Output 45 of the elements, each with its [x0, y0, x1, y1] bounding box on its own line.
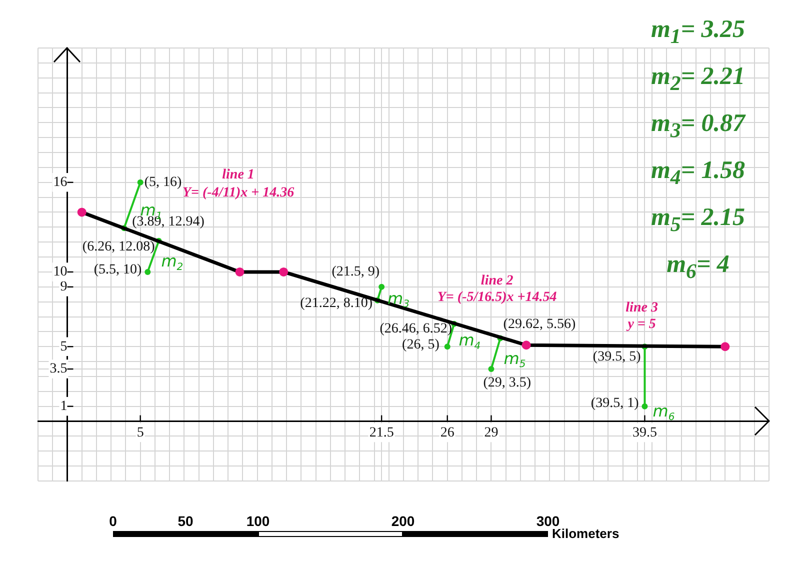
x-tick-label: 39.5: [632, 425, 657, 440]
point: [720, 342, 730, 352]
annotation: (5, 16): [144, 175, 182, 190]
annotation: (5.5, 10): [94, 262, 142, 278]
y-tick-label: 9: [60, 280, 68, 295]
annotation: Y= (-5/16.5)x +14.54: [437, 290, 557, 305]
point: [488, 366, 494, 372]
point: [444, 344, 450, 350]
annotation: (29, 3.5): [483, 376, 532, 391]
annotation: m$_{6}$= 4: [666, 251, 730, 285]
x-tick-label: 5: [136, 425, 144, 440]
x-tick-label: 21.5: [369, 425, 394, 440]
point: [279, 267, 288, 276]
point: [137, 179, 144, 186]
point: [642, 403, 648, 410]
annotation: (39.5, 1): [590, 396, 640, 412]
annotation: (26.46, 6.52): [380, 322, 452, 337]
x-tick-label: 26: [440, 425, 454, 440]
y-tick-label: 1: [60, 399, 68, 414]
point: [77, 208, 86, 217]
annotation: m$_{4}$= 1.58: [650, 157, 746, 191]
annotation: Y= (-4/11)x + 14.36: [182, 185, 294, 200]
annotation: (6.26, 12.08): [82, 240, 156, 255]
annotation: (29.62, 5.56): [503, 316, 576, 332]
annotation: (26, 5): [402, 337, 440, 352]
y-tick-label: 16: [53, 175, 68, 190]
annotation: (21.5, 9): [332, 264, 380, 280]
y-tick-label: 5: [60, 339, 68, 354]
text: m$_{1}$= 3.25: [650, 16, 746, 50]
y-tick-label: 3.5: [50, 362, 68, 377]
annotation: (39.5, 5): [592, 349, 642, 364]
point: [235, 267, 244, 276]
annotation: line 1: [222, 168, 254, 183]
annotation: m$_{2}$= 2.21: [650, 63, 746, 97]
annotation: (21.22, 8.10): [300, 296, 373, 312]
annotation: m$_{5}$= 2.15: [650, 204, 746, 238]
point: [522, 340, 531, 350]
point: [144, 268, 151, 275]
y-tick-label: 10: [53, 264, 68, 280]
annotation: m$_{3}$= 0.87: [650, 110, 747, 144]
annotation: line 3: [626, 300, 658, 316]
annotation: y = 5: [626, 316, 656, 332]
annotation: line 2: [480, 274, 514, 289]
point: [378, 284, 385, 290]
x-tick-label: 29: [484, 425, 498, 440]
